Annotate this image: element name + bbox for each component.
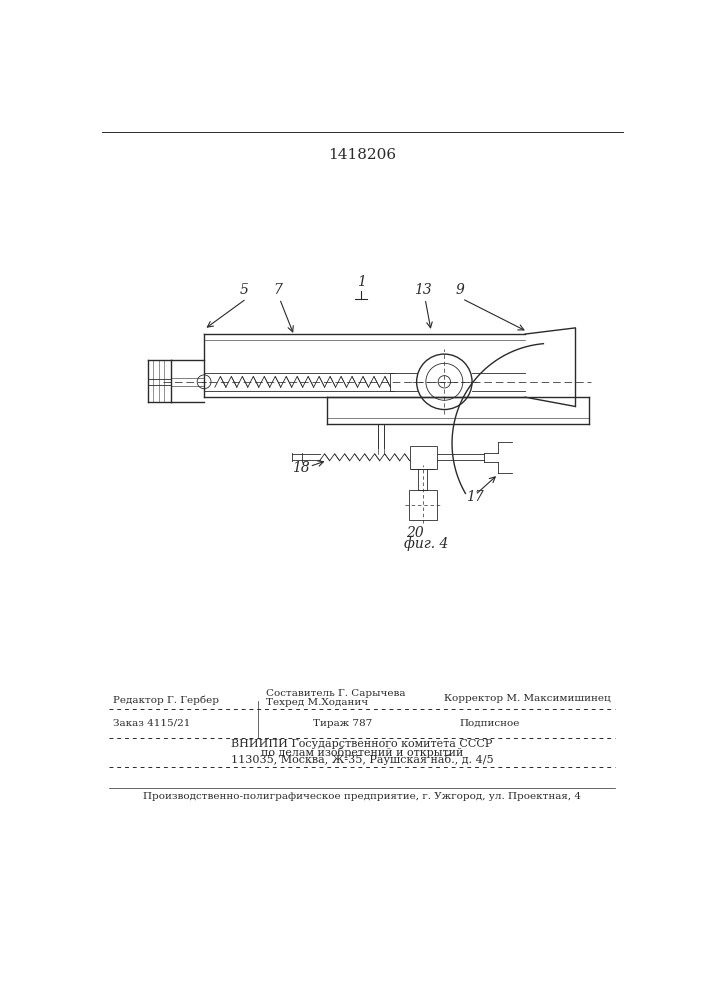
Text: Редактор Г. Гербер: Редактор Г. Гербер xyxy=(113,695,219,705)
Bar xyxy=(409,490,437,520)
Text: 9: 9 xyxy=(455,283,464,297)
Text: Тираж 787: Тираж 787 xyxy=(313,719,373,728)
Text: Заказ 4115/21: Заказ 4115/21 xyxy=(113,719,191,728)
Bar xyxy=(409,446,437,469)
Text: Производственно-полиграфическое предприятие, г. Ужгород, ул. Проектная, 4: Производственно-полиграфическое предприя… xyxy=(143,792,581,801)
Text: 20: 20 xyxy=(407,526,424,540)
Text: 17: 17 xyxy=(467,490,484,504)
Text: ВНИИПИ Государственного комитета СССР: ВНИИПИ Государственного комитета СССР xyxy=(231,739,493,749)
Text: 113035, Москва, Ж-35, Раушская наб., д. 4/5: 113035, Москва, Ж-35, Раушская наб., д. … xyxy=(230,754,493,765)
Text: 1: 1 xyxy=(357,275,366,289)
Text: 18: 18 xyxy=(292,461,310,475)
Text: 13: 13 xyxy=(414,283,432,297)
Text: 1418206: 1418206 xyxy=(328,148,396,162)
Text: Корректор М. Максимишинец: Корректор М. Максимишинец xyxy=(444,694,611,703)
Text: Подписное: Подписное xyxy=(460,719,520,728)
Text: 5: 5 xyxy=(240,283,249,297)
Text: по делам изобретений и открытий: по делам изобретений и открытий xyxy=(261,747,463,758)
Text: фиг. 4: фиг. 4 xyxy=(404,537,449,551)
Text: Составитель Г. Сарычева: Составитель Г. Сарычева xyxy=(266,689,405,698)
Text: Техред М.Ходанич: Техред М.Ходанич xyxy=(266,698,368,707)
Text: 7: 7 xyxy=(273,283,281,297)
